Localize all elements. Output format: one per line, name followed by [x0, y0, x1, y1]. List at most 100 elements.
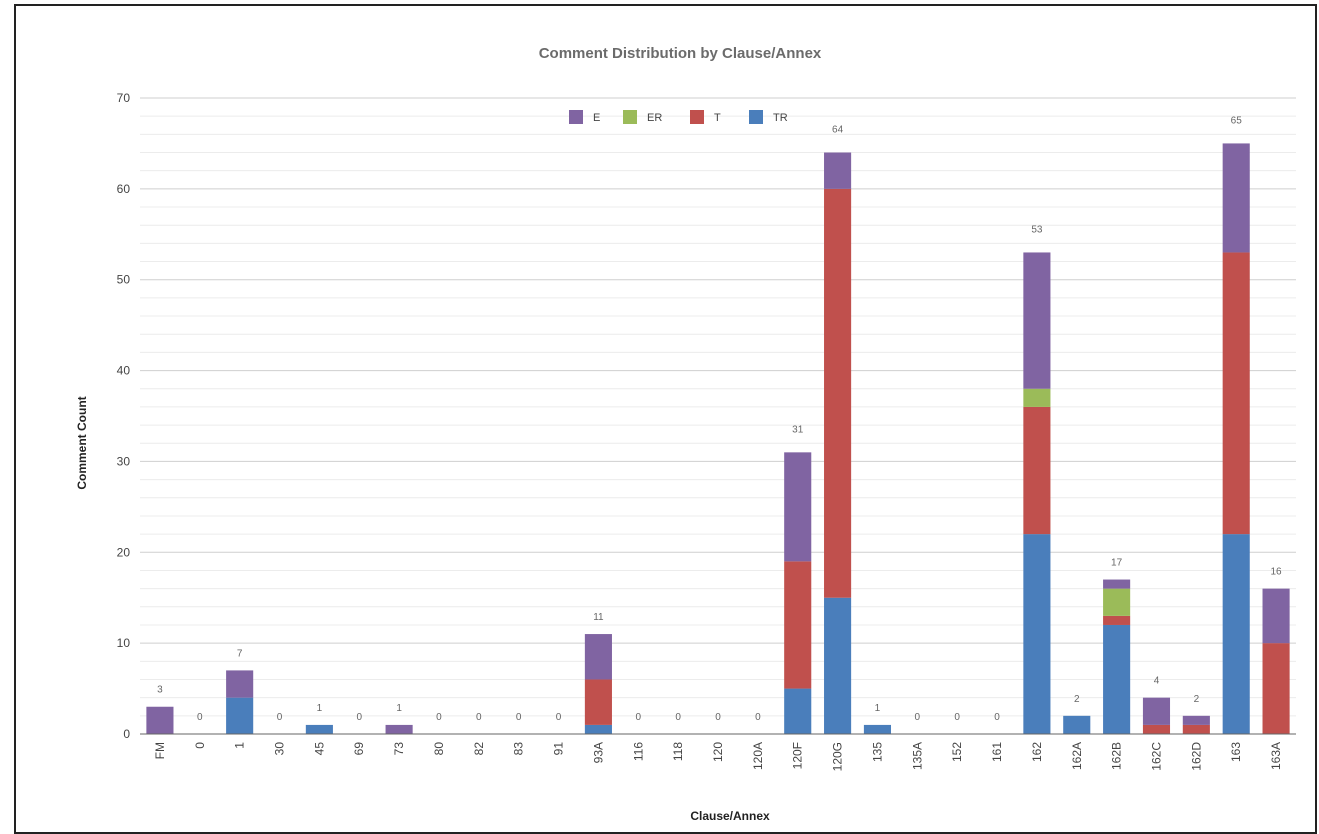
- x-tick-label: 80: [432, 742, 446, 756]
- bar-segment-er: [1103, 588, 1131, 616]
- bar-segment-e: [1023, 252, 1051, 389]
- bar-total-label: 1: [396, 703, 402, 714]
- bars: [146, 143, 1290, 734]
- y-tick-label: 60: [117, 182, 131, 196]
- x-tick-label: 30: [273, 742, 287, 756]
- x-tick-label: 93A: [591, 742, 605, 763]
- y-tick-label: 40: [117, 364, 131, 378]
- legend-swatch-e: [569, 110, 583, 124]
- x-tick-label: 45: [312, 742, 326, 756]
- total-labels: 3 0 7 0 1 0 1 0 0 0 0 11 0 0 0 0 31 64 1 0 0 0 53 2 17 4 2 65 16: [157, 115, 1282, 723]
- x-tick-label: 120G: [831, 742, 845, 771]
- bar-total-label: 16: [1271, 567, 1283, 578]
- bar-segment-t: [584, 679, 612, 725]
- x-tick-label: 163: [1229, 742, 1243, 762]
- x-axis-title: Clause/Annex: [690, 809, 770, 823]
- x-tick-label: 163A: [1269, 742, 1283, 770]
- legend-swatch-t: [690, 110, 704, 124]
- y-tick-label: 0: [123, 727, 130, 741]
- y-tick-label: 70: [117, 91, 131, 105]
- bar-segment-tr: [824, 597, 852, 734]
- bar-total-label: 0: [436, 712, 442, 723]
- x-tick-label: 116: [631, 742, 645, 761]
- bar-total-label: 0: [516, 712, 522, 723]
- x-axis: FM 0 1 30 45 69 73 80 82 83 91 93A 116 118 120 120A 120F…: [140, 733, 1296, 771]
- bar-segment-tr: [1103, 624, 1131, 734]
- bar-total-label: 1: [317, 703, 323, 714]
- x-tick-label: 152: [950, 742, 964, 762]
- grid-lines: [140, 97, 1296, 735]
- x-tick-label: FM: [153, 742, 167, 759]
- bar-total-label: 0: [356, 712, 362, 723]
- x-tick-label: 135: [870, 742, 884, 762]
- bar-segment-t: [1262, 643, 1290, 734]
- bar-segment-e: [146, 706, 174, 734]
- bar-total-label: 0: [994, 712, 1000, 723]
- y-tick-label: 20: [117, 545, 131, 559]
- x-tick-label: 135A: [910, 742, 924, 770]
- bar-segment-tr: [584, 724, 612, 734]
- bar-total-label: 2: [1194, 694, 1200, 705]
- x-tick-label: 69: [352, 742, 366, 756]
- y-axis-title: Comment Count: [75, 396, 89, 489]
- bar-total-label: 31: [792, 424, 804, 435]
- bar-segment-e: [784, 452, 812, 562]
- bar-segment-tr: [226, 697, 254, 734]
- y-tick-label: 30: [117, 454, 131, 468]
- legend-label-t: T: [714, 112, 721, 124]
- bar-segment-tr: [863, 724, 892, 734]
- bar-total-label: 0: [556, 712, 562, 723]
- bar-total-label: 2: [1074, 694, 1080, 705]
- bar-total-label: 7: [237, 648, 243, 659]
- bar-total-label: 64: [832, 125, 844, 136]
- x-tick-label: 162D: [1189, 742, 1203, 771]
- bar-total-label: 65: [1231, 115, 1243, 126]
- chart-title: Comment Distribution by Clause/Annex: [539, 45, 822, 62]
- x-tick-label: 118: [671, 742, 685, 761]
- bar-segment-er: [1023, 388, 1051, 407]
- legend-swatch-tr: [749, 110, 763, 124]
- y-tick-label: 50: [117, 273, 131, 287]
- x-tick-label: 120A: [751, 742, 765, 770]
- chart-frame: Comment Distribution by Clause/Annex 0 1 0…: [14, 4, 1317, 834]
- x-tick-label: 162B: [1110, 742, 1124, 770]
- x-tick-label: 162C: [1149, 742, 1163, 771]
- bar-segment-tr: [1222, 534, 1250, 734]
- bar-total-label: 4: [1154, 676, 1160, 687]
- legend-label-e: E: [593, 112, 600, 124]
- bar-segment-e: [226, 670, 254, 698]
- bar-total-label: 53: [1031, 224, 1043, 235]
- bar-segment-t: [1222, 252, 1250, 535]
- x-tick-label: 0: [193, 742, 207, 749]
- bar-segment-tr: [1023, 534, 1051, 734]
- bar-total-label: 0: [715, 712, 721, 723]
- bar-total-label: 0: [755, 712, 761, 723]
- bar-total-label: 1: [875, 703, 881, 714]
- bar-segment-tr: [784, 688, 812, 734]
- bar-segment-e: [1222, 143, 1250, 253]
- bar-segment-t: [1103, 615, 1131, 625]
- x-tick-label: 73: [392, 742, 406, 756]
- bar-segment-e: [1182, 715, 1210, 725]
- x-tick-label: 83: [512, 742, 526, 756]
- bar-segment-tr: [1063, 715, 1091, 734]
- bar-total-label: 3: [157, 685, 163, 696]
- x-tick-label: 82: [472, 742, 486, 756]
- x-tick-label: 162A: [1070, 742, 1084, 770]
- bar-total-label: 0: [635, 712, 641, 723]
- bar-total-label: 0: [197, 712, 203, 723]
- legend-label-tr: TR: [773, 112, 788, 124]
- legend-label-er: ER: [647, 112, 662, 124]
- legend-swatch-er: [623, 110, 637, 124]
- bar-segment-t: [1142, 724, 1171, 734]
- bar-segment-tr: [305, 724, 333, 734]
- x-tick-label: 161: [990, 742, 1004, 762]
- bar-total-label: 17: [1111, 558, 1123, 569]
- bar-total-label: 0: [277, 712, 283, 723]
- x-tick-label: 120F: [791, 742, 805, 769]
- x-tick-label: 162: [1030, 742, 1044, 762]
- chart-svg: Comment Distribution by Clause/Annex 0 1 0…: [75, 45, 1296, 823]
- bar-total-label: 0: [954, 712, 960, 723]
- bar-segment-e: [1142, 697, 1171, 725]
- bar-segment-e: [824, 152, 852, 189]
